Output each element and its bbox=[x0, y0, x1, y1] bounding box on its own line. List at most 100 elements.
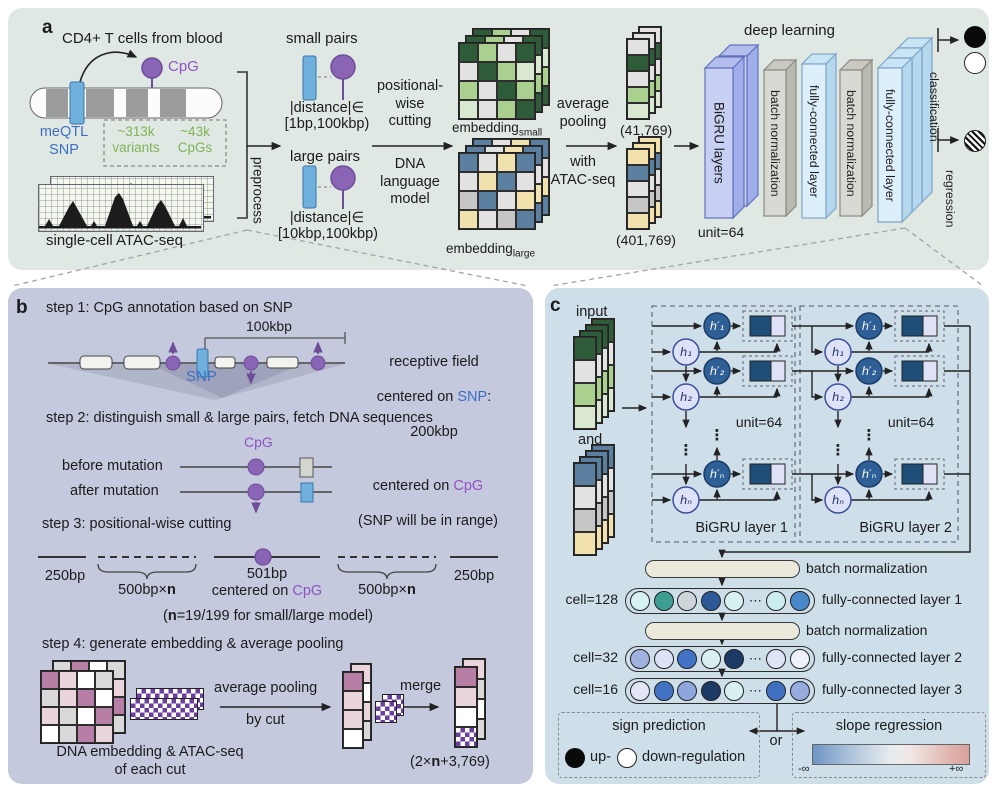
node-h1-prime: h′₁ bbox=[710, 319, 725, 333]
node-h1-l2: h₁ bbox=[832, 345, 844, 359]
batch-norm-slab-1 bbox=[762, 58, 798, 218]
after-mutation-label: after mutation bbox=[70, 483, 159, 499]
node-h1-prime-l2: h′₁ bbox=[862, 319, 877, 333]
n-note-label: (n=19/199 for small/large model) bbox=[163, 608, 373, 624]
input-green-stack bbox=[573, 336, 597, 430]
variants-stat: ~313k variants bbox=[112, 124, 160, 156]
panel-a-title: CD4+ T cells from blood bbox=[62, 30, 223, 47]
cell-16-label: cell=16 bbox=[573, 681, 618, 697]
preprocess-label: preprocess bbox=[250, 156, 266, 224]
before-mutation-label: before mutation bbox=[62, 458, 163, 474]
atac-strip-front bbox=[130, 698, 198, 720]
vdots-icon: ⋮ bbox=[679, 441, 694, 459]
node-h1: h₁ bbox=[680, 345, 692, 359]
input-large-stack bbox=[573, 462, 597, 556]
bp250-left-label: 250bp bbox=[44, 568, 86, 584]
chromosome-graphic bbox=[29, 49, 227, 167]
node-hn-l2: hₙ bbox=[832, 493, 844, 507]
large-pairs-range: [10kbp,100kbp) bbox=[278, 226, 378, 242]
fc-layer-1-cells: ⋯ bbox=[625, 588, 815, 614]
small-pair-icon bbox=[302, 54, 356, 101]
preprocess-bracket bbox=[237, 71, 282, 219]
down-regulation-circle bbox=[964, 52, 986, 74]
cell-32-label: cell=32 bbox=[573, 649, 618, 665]
pooled-small-column bbox=[626, 38, 650, 120]
up-circle-icon bbox=[565, 748, 585, 768]
slope-regression-box bbox=[792, 712, 986, 778]
large-pairs-distance: |distance|∈ bbox=[289, 210, 365, 226]
up-label: up- bbox=[590, 749, 611, 765]
bp501-label: 501bp bbox=[246, 566, 288, 582]
fc-layer-label-2: fully-connected layer bbox=[883, 88, 897, 202]
input-label: input bbox=[576, 304, 608, 320]
step3-title: step 3: positional-wise cutting bbox=[42, 516, 232, 532]
node-hn-prime-l2: h′ₙ bbox=[862, 467, 877, 481]
fc-layer-2-cells: ⋯ bbox=[625, 646, 815, 672]
regression-circle bbox=[964, 130, 986, 152]
atac-pooled-front bbox=[375, 701, 397, 723]
step3-diagram bbox=[38, 548, 498, 580]
dna-language-model-label: DNA language model bbox=[380, 156, 440, 208]
batch-norm-pill-1 bbox=[645, 560, 800, 578]
merged-dim-label: (2×n+3,769) bbox=[410, 754, 490, 770]
cell-128-label: cell=128 bbox=[565, 591, 618, 607]
down-regulation-label: down-regulation bbox=[642, 749, 746, 765]
bigru-layer-boxes bbox=[651, 305, 959, 543]
pos-infinity-label: +∞ bbox=[949, 763, 964, 775]
fc-layer-1-label: fully-connected layer 1 bbox=[822, 591, 963, 607]
node-h2-prime: h′₂ bbox=[710, 364, 725, 378]
with-atac-label: with ATAC-seq bbox=[550, 154, 616, 188]
bp250-right-label: 250bp bbox=[453, 568, 495, 584]
centered-on-cpg-label: centered on CpG (SNP will be in range) bbox=[358, 477, 498, 530]
cpgs-stat: ~43k CpGs bbox=[177, 124, 213, 156]
positional-cutting-label: positional- wise cutting bbox=[376, 78, 444, 130]
dna-embedding-label: DNA embedding & ATAC-seq of each cut bbox=[56, 744, 244, 778]
bp500-left-label: 500bp×n bbox=[118, 582, 176, 598]
fc-layer-3-label: fully-connected layer 3 bbox=[822, 681, 963, 697]
sign-prediction-title: sign prediction bbox=[612, 718, 706, 734]
atac-peaks-icon bbox=[39, 193, 201, 229]
gru-nodes bbox=[672, 312, 883, 514]
fc-layer-2-label: fully-connected layer 2 bbox=[822, 649, 963, 665]
bigru-layer1-label: BiGRU layer 1 bbox=[695, 520, 788, 536]
centered-501-label: centered on CpG bbox=[211, 583, 323, 599]
pooled-pink-column bbox=[342, 671, 364, 749]
large-pair-icon bbox=[302, 165, 356, 209]
dna-embedding-grid bbox=[40, 670, 114, 744]
fc-slab-stack bbox=[876, 36, 934, 224]
node-h2-prime-l2: h′₂ bbox=[862, 364, 877, 378]
small-pairs-range: [1bp,100kbp) bbox=[284, 116, 370, 132]
receptive-field-label: receptive field centered on SNP: 200kbp bbox=[376, 353, 492, 441]
meqtl-snp-label: meQTL SNP bbox=[39, 124, 89, 158]
cpg-label: CpG bbox=[168, 58, 199, 75]
bigru-layer2-label: BiGRU layer 2 bbox=[859, 520, 952, 536]
embedding-small-label: embeddingsmall bbox=[452, 120, 543, 139]
embedding-small-grid bbox=[458, 42, 536, 120]
embedding-large-label: embeddinglarge bbox=[446, 241, 536, 260]
batch-norm-pill-2 bbox=[645, 622, 800, 640]
batch-norm-slab-2 bbox=[838, 58, 874, 218]
up-regulation-circle bbox=[964, 26, 986, 48]
gru-node-labels: h′₁ h₁ h′₂ h₂ h′ₙ hₙ h′₁ h₁ h′₂ h₂ h′ₙ h… bbox=[679, 319, 877, 507]
output-arrows bbox=[937, 28, 960, 152]
average-pooling-label: average pooling bbox=[556, 96, 610, 130]
step4-title: step 4: generate embedding & average poo… bbox=[42, 636, 344, 652]
vdots-icon: ⋮ bbox=[862, 426, 877, 444]
step2-diagram bbox=[180, 457, 332, 514]
unit-64-layer2: unit=64 bbox=[887, 414, 935, 430]
large-pairs-title: large pairs bbox=[290, 148, 361, 165]
gru-cell-boxes bbox=[742, 310, 945, 490]
step1-diagram bbox=[48, 332, 346, 400]
fc-layer-3-cells: ⋯ bbox=[625, 678, 815, 704]
merged-column bbox=[454, 666, 478, 748]
cpg-small-label: CpG bbox=[244, 434, 273, 450]
embedding-large-grid bbox=[458, 152, 536, 230]
gru-wiring bbox=[622, 322, 971, 735]
step1-title: step 1: CpG annotation based on SNP bbox=[46, 300, 293, 316]
classification-label: classification bbox=[927, 72, 941, 142]
small-pairs-title: small pairs bbox=[286, 30, 358, 47]
batch-norm-label-c2: batch normalization bbox=[806, 622, 928, 638]
avg-pooling-by-cut-label: average pooling bbox=[214, 680, 318, 696]
node-hn: hₙ bbox=[680, 493, 692, 507]
by-cut-label: by cut bbox=[246, 712, 285, 728]
